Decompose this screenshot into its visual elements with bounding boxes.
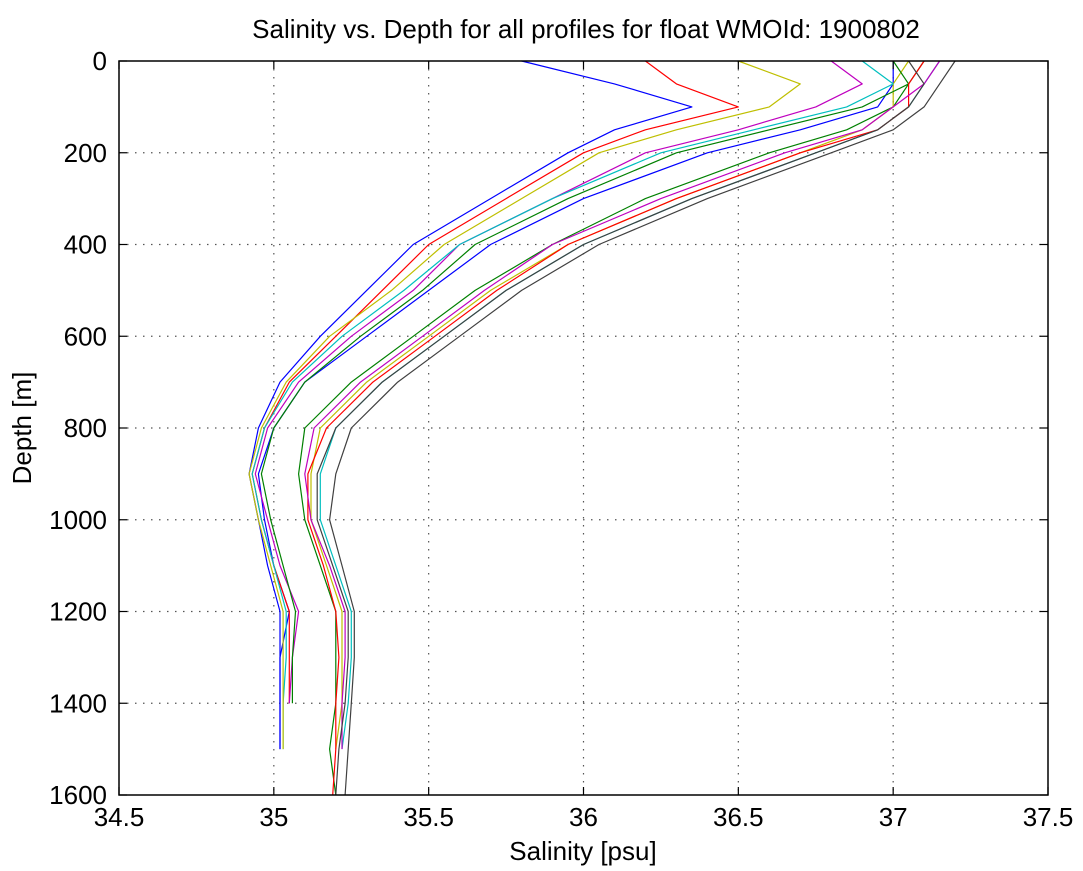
salinity-profile-line xyxy=(304,60,941,750)
y-tick-label: 800 xyxy=(64,413,107,443)
salinity-profile-line xyxy=(251,60,894,750)
salinity-profile-line xyxy=(248,60,693,750)
salinity-profile-line xyxy=(257,61,894,750)
salinity-profile-line xyxy=(298,60,925,796)
x-tick-label: 36 xyxy=(569,802,598,832)
salinity-profile-line xyxy=(329,60,956,796)
x-tick-label: 35.5 xyxy=(403,802,454,832)
y-tick-label: 600 xyxy=(64,321,107,351)
x-axis-label: Salinity [psu] xyxy=(509,836,656,866)
salinity-profile-line xyxy=(251,60,739,704)
tick-layer: 34.5 35 35.5 36 36.5 37 37.5 0 200 400 600 800 1000 1… xyxy=(49,46,1073,832)
y-tick-label: 1000 xyxy=(49,505,107,535)
y-axis-label: Depth [m] xyxy=(7,372,37,485)
salinity-profile-line xyxy=(316,60,925,796)
x-tick-label: 36.5 xyxy=(713,802,764,832)
y-tick-label: 1200 xyxy=(49,597,107,627)
salinity-profile-line xyxy=(260,60,910,704)
salinity-profile-line xyxy=(248,60,801,750)
x-tick-label: 37 xyxy=(879,802,908,832)
y-tick-label: 400 xyxy=(64,230,107,260)
y-tick-label: 0 xyxy=(93,46,107,76)
chart-title: Salinity vs. Depth for all profiles for … xyxy=(252,14,920,44)
x-tick-label: 34.5 xyxy=(94,802,145,832)
series-layer xyxy=(248,60,956,796)
salinity-profile-line xyxy=(254,60,863,704)
x-tick-label: 37.5 xyxy=(1023,802,1074,832)
y-tick-label: 1600 xyxy=(49,780,107,810)
y-tick-label: 1400 xyxy=(49,688,107,718)
y-tick-label: 200 xyxy=(64,138,107,168)
x-tick-label: 35 xyxy=(259,802,288,832)
